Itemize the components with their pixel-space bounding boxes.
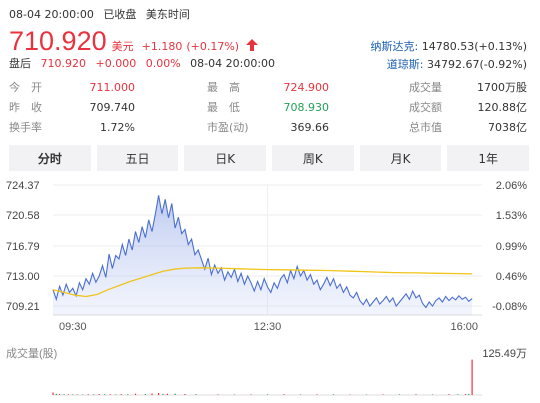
index-value: 14780.53(+0.13%) <box>421 40 527 53</box>
price-change-pct: (+0.17%) <box>186 40 240 53</box>
stat-value: 7038亿 <box>488 121 527 134</box>
quote-stats-grid: 今 开 711.000 最 高 724.900 成交量 1700万股 昨 收 7… <box>9 77 529 137</box>
stat-label: 成交额 <box>409 101 442 114</box>
price-area <box>53 195 473 315</box>
market-state: 已收盘 <box>103 8 137 21</box>
index-dow-jones[interactable]: 道琼斯: 34792.67(-0.92%) <box>387 56 527 72</box>
volume-max-label: 125.49万 <box>482 348 527 360</box>
stat-value: 708.930 <box>283 100 330 114</box>
stat-label: 最 低 <box>207 101 240 114</box>
last-price: 710.920 <box>9 26 107 56</box>
stat-label: 成交量 <box>409 81 442 94</box>
y-tick-label: 720.58 <box>6 210 40 222</box>
tab-daily-k[interactable]: 日K <box>184 145 267 171</box>
x-tick-label: 12:30 <box>254 321 282 333</box>
stat-value: 369.66 <box>290 120 330 134</box>
y-pct-tick-label: 0.46% <box>496 271 527 283</box>
price-row: 710.920 美元 +1.180 (+0.17%) <box>9 26 259 56</box>
average-price-line <box>52 267 473 298</box>
timezone-label: 美东时间 <box>145 8 190 21</box>
stat-label: 市盈(动) <box>207 121 249 134</box>
quote-datetime: 08-04 20:00:00 <box>9 8 94 21</box>
stat-label: 今 开 <box>9 81 42 94</box>
index-nasdaq[interactable]: 纳斯达克: 14780.53(+0.13%) <box>371 38 527 54</box>
after-hours-label: 盘后 <box>9 57 31 70</box>
x-tick-label: 09:30 <box>59 321 87 333</box>
after-hours-change: +0.000 <box>95 57 137 70</box>
stat-label: 最 高 <box>207 81 240 94</box>
chart-period-tabs: 分时 五日 日K 周K 月K 1年 <box>9 145 530 171</box>
y-pct-tick-label: -0.08% <box>492 301 527 313</box>
stat-value: 709.740 <box>89 100 136 114</box>
tab-one-year[interactable]: 1年 <box>447 145 530 171</box>
stat-label: 昨 收 <box>9 101 42 114</box>
index-value: 34792.67(-0.92%) <box>427 58 527 71</box>
stat-value: 120.88亿 <box>477 101 528 114</box>
price-change: +1.180 <box>141 40 183 53</box>
x-tick-label: 16:00 <box>450 321 478 333</box>
index-name: 纳斯达克: <box>370 40 419 53</box>
price-line <box>52 195 473 309</box>
after-hours-datetime: 08-04 20:00:00 <box>190 57 276 70</box>
y-pct-tick-label: 1.53% <box>496 210 527 222</box>
currency-label: 美元 <box>111 40 134 53</box>
stat-value: 1700万股 <box>477 81 527 94</box>
stats-row: 昨 收 709.740 最 低 708.930 成交额 120.88亿 <box>9 97 529 117</box>
stats-row: 今 开 711.000 最 高 724.900 成交量 1700万股 <box>9 77 529 97</box>
stat-value: 724.900 <box>283 80 330 94</box>
after-hours-line: 盘后 710.920 +0.000 0.00% 08-04 20:00:00 <box>9 55 281 71</box>
stat-label: 换手率 <box>9 121 42 134</box>
tab-five-day[interactable]: 五日 <box>96 145 179 171</box>
y-tick-label: 709.21 <box>6 301 40 313</box>
y-pct-tick-label: 0.99% <box>496 241 527 253</box>
after-hours-change-pct: 0.00% <box>145 57 181 70</box>
intraday-chart[interactable]: 724.37 720.58 716.79 713.00 709.21 2.06% 1.53%… <box>0 175 540 403</box>
tab-intraday[interactable]: 分时 <box>9 145 91 171</box>
stat-value: 1.72% <box>100 120 135 134</box>
y-tick-label: 713.00 <box>6 271 40 283</box>
index-name: 道琼斯: <box>386 58 424 71</box>
volume-label: 成交量(股) <box>6 346 57 360</box>
tab-monthly-k[interactable]: 月K <box>359 145 442 171</box>
after-hours-price: 710.920 <box>40 57 87 70</box>
stat-value: 711.000 <box>89 80 136 94</box>
y-tick-label: 716.79 <box>6 241 40 253</box>
stat-label: 总市值 <box>409 121 442 134</box>
stats-row: 换手率 1.72% 市盈(动) 369.66 总市值 7038亿 <box>9 117 529 137</box>
arrow-up-icon <box>246 39 259 51</box>
tab-weekly-k[interactable]: 周K <box>272 145 354 171</box>
y-pct-tick-label: 2.06% <box>496 180 527 192</box>
y-tick-label: 724.37 <box>6 180 40 192</box>
market-status-line: 08-04 20:00:00 已收盘 美东时间 <box>9 6 196 22</box>
